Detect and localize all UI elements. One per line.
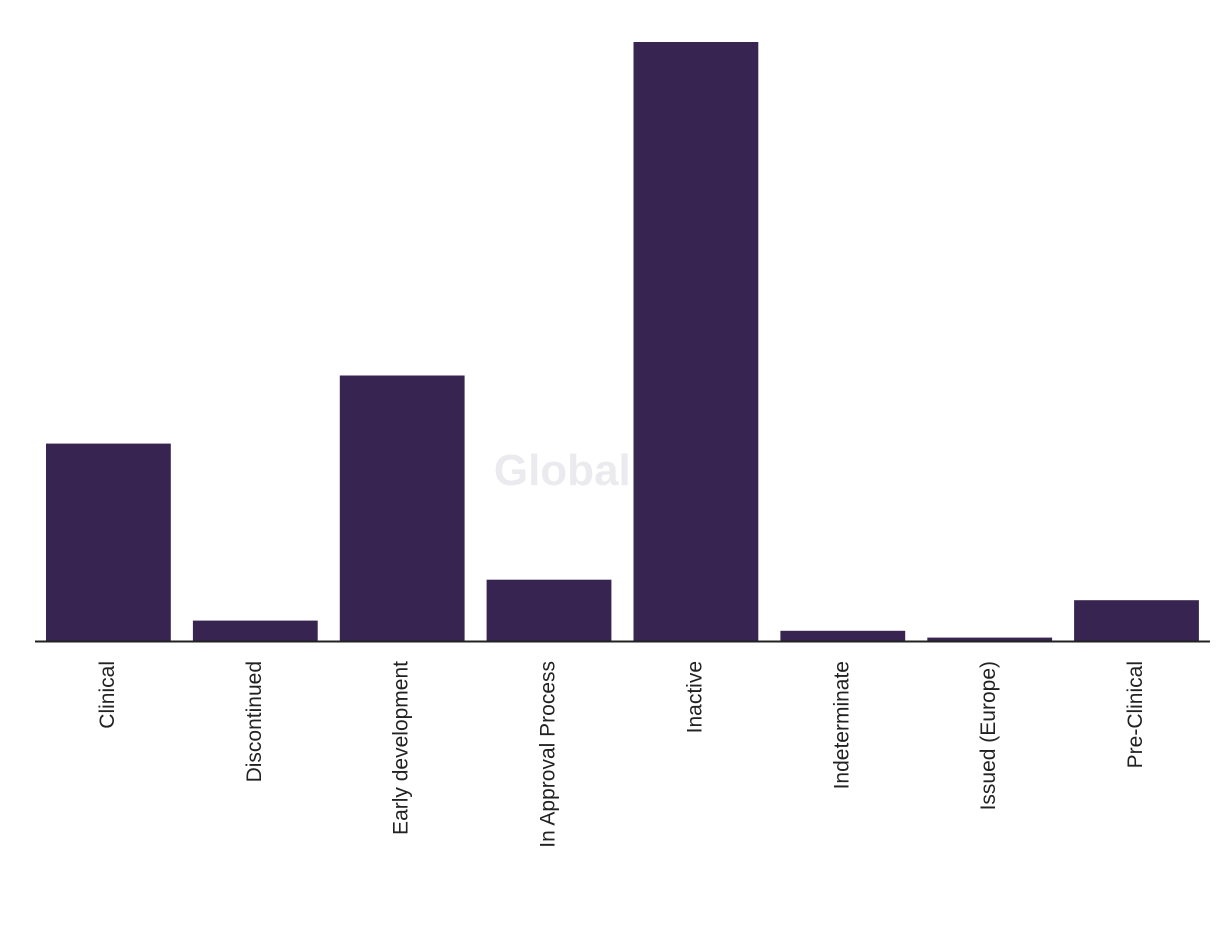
x-tick-label: Inactive (683, 661, 706, 733)
x-tick-labels-group: Clinical Discontinued Early development In … (96, 661, 1147, 848)
bar-in-approval-process (486, 579, 612, 641)
bar-inactive (633, 42, 759, 641)
bar-issued-europe (927, 637, 1053, 641)
bars-group (46, 42, 1199, 641)
x-tick-label: In Approval Process (537, 661, 560, 848)
x-tick-label: Indeterminate (830, 661, 853, 789)
x-tick-label: Clinical (96, 661, 119, 729)
bar-discontinued (192, 620, 318, 641)
bar-pre-clinical (1074, 600, 1199, 641)
x-tick-label: Pre-Clinical (1124, 661, 1147, 768)
x-tick-label: Issued (Europe) (977, 661, 1000, 810)
bar-early-development (339, 375, 465, 641)
x-tick-label: Discontinued (243, 661, 266, 782)
bar-clinical (46, 443, 171, 641)
x-tick-label: Early development (390, 661, 413, 835)
bar-indeterminate (780, 630, 906, 641)
